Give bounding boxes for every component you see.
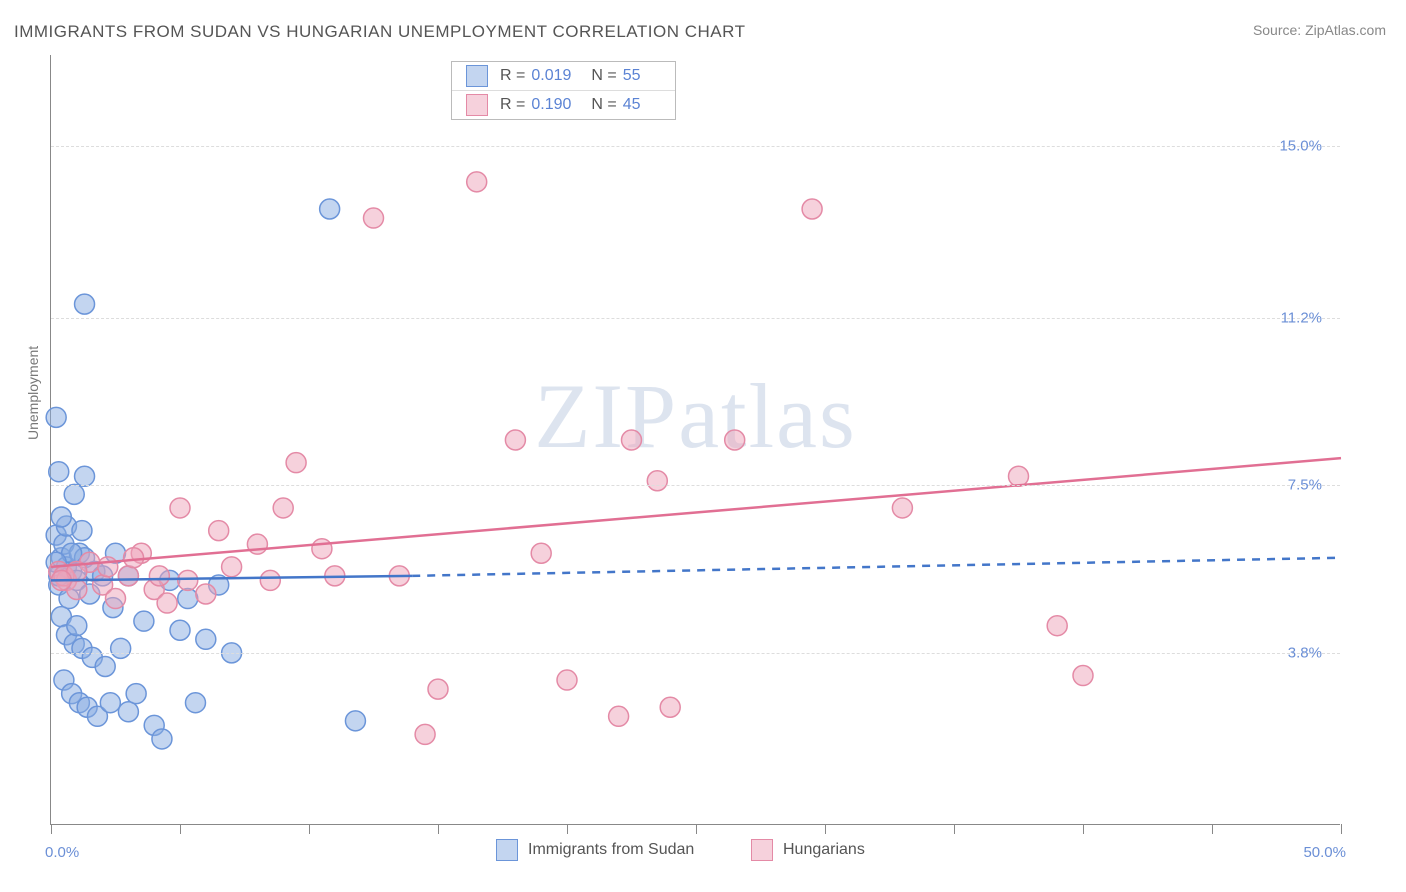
r-label: R = bbox=[500, 96, 525, 114]
x-tick bbox=[51, 824, 52, 834]
x-tick bbox=[696, 824, 697, 834]
n-value: 45 bbox=[623, 96, 641, 114]
legend-swatch-sudan bbox=[496, 839, 518, 861]
legend-swatch-hungarian bbox=[751, 839, 773, 861]
y-tick-label: 11.2% bbox=[1281, 309, 1322, 326]
x-tick bbox=[438, 824, 439, 834]
legend-label: Hungarians bbox=[783, 841, 865, 859]
x-tick bbox=[180, 824, 181, 834]
legend-stats: R = 0.019 N = 55 R = 0.190 N = 45 bbox=[451, 61, 676, 120]
legend-label: Immigrants from Sudan bbox=[528, 841, 694, 859]
y-tick-label: 7.5% bbox=[1288, 477, 1322, 494]
r-value: 0.190 bbox=[531, 96, 571, 114]
r-label: R = bbox=[500, 67, 525, 85]
n-value: 55 bbox=[623, 67, 641, 85]
x-tick bbox=[567, 824, 568, 834]
scatter-svg bbox=[51, 55, 1340, 824]
x-tick-label-right: 50.0% bbox=[1303, 844, 1346, 861]
x-tick bbox=[954, 824, 955, 834]
x-tick bbox=[1341, 824, 1342, 834]
x-tick-label-left: 0.0% bbox=[45, 844, 79, 861]
x-tick bbox=[309, 824, 310, 834]
y-axis-label: Unemployment bbox=[25, 346, 41, 440]
legend-swatch-hungarian bbox=[466, 94, 488, 116]
x-tick bbox=[1212, 824, 1213, 834]
x-tick bbox=[825, 824, 826, 834]
grid-line bbox=[51, 318, 1340, 319]
y-tick-label: 3.8% bbox=[1288, 644, 1322, 661]
x-tick bbox=[1083, 824, 1084, 834]
grid-line bbox=[51, 653, 1340, 654]
n-label: N = bbox=[591, 67, 616, 85]
legend-stats-row-sudan: R = 0.019 N = 55 bbox=[452, 62, 675, 91]
source-label: Source: ZipAtlas.com bbox=[1253, 22, 1386, 38]
legend-swatch-sudan bbox=[466, 65, 488, 87]
legend-bottom-sudan: Immigrants from Sudan bbox=[496, 839, 694, 861]
grid-line bbox=[51, 146, 1340, 147]
legend-bottom-hungarian: Hungarians bbox=[751, 839, 865, 861]
r-value: 0.019 bbox=[531, 67, 571, 85]
plot-area: ZIPatlas R = 0.019 N = 55 R = 0.190 N = … bbox=[50, 55, 1340, 825]
grid-line bbox=[51, 485, 1340, 486]
n-label: N = bbox=[591, 96, 616, 114]
chart-title: IMMIGRANTS FROM SUDAN VS HUNGARIAN UNEMP… bbox=[14, 22, 745, 42]
legend-stats-row-hungarian: R = 0.190 N = 45 bbox=[452, 91, 675, 119]
y-tick-label: 15.0% bbox=[1279, 137, 1322, 154]
